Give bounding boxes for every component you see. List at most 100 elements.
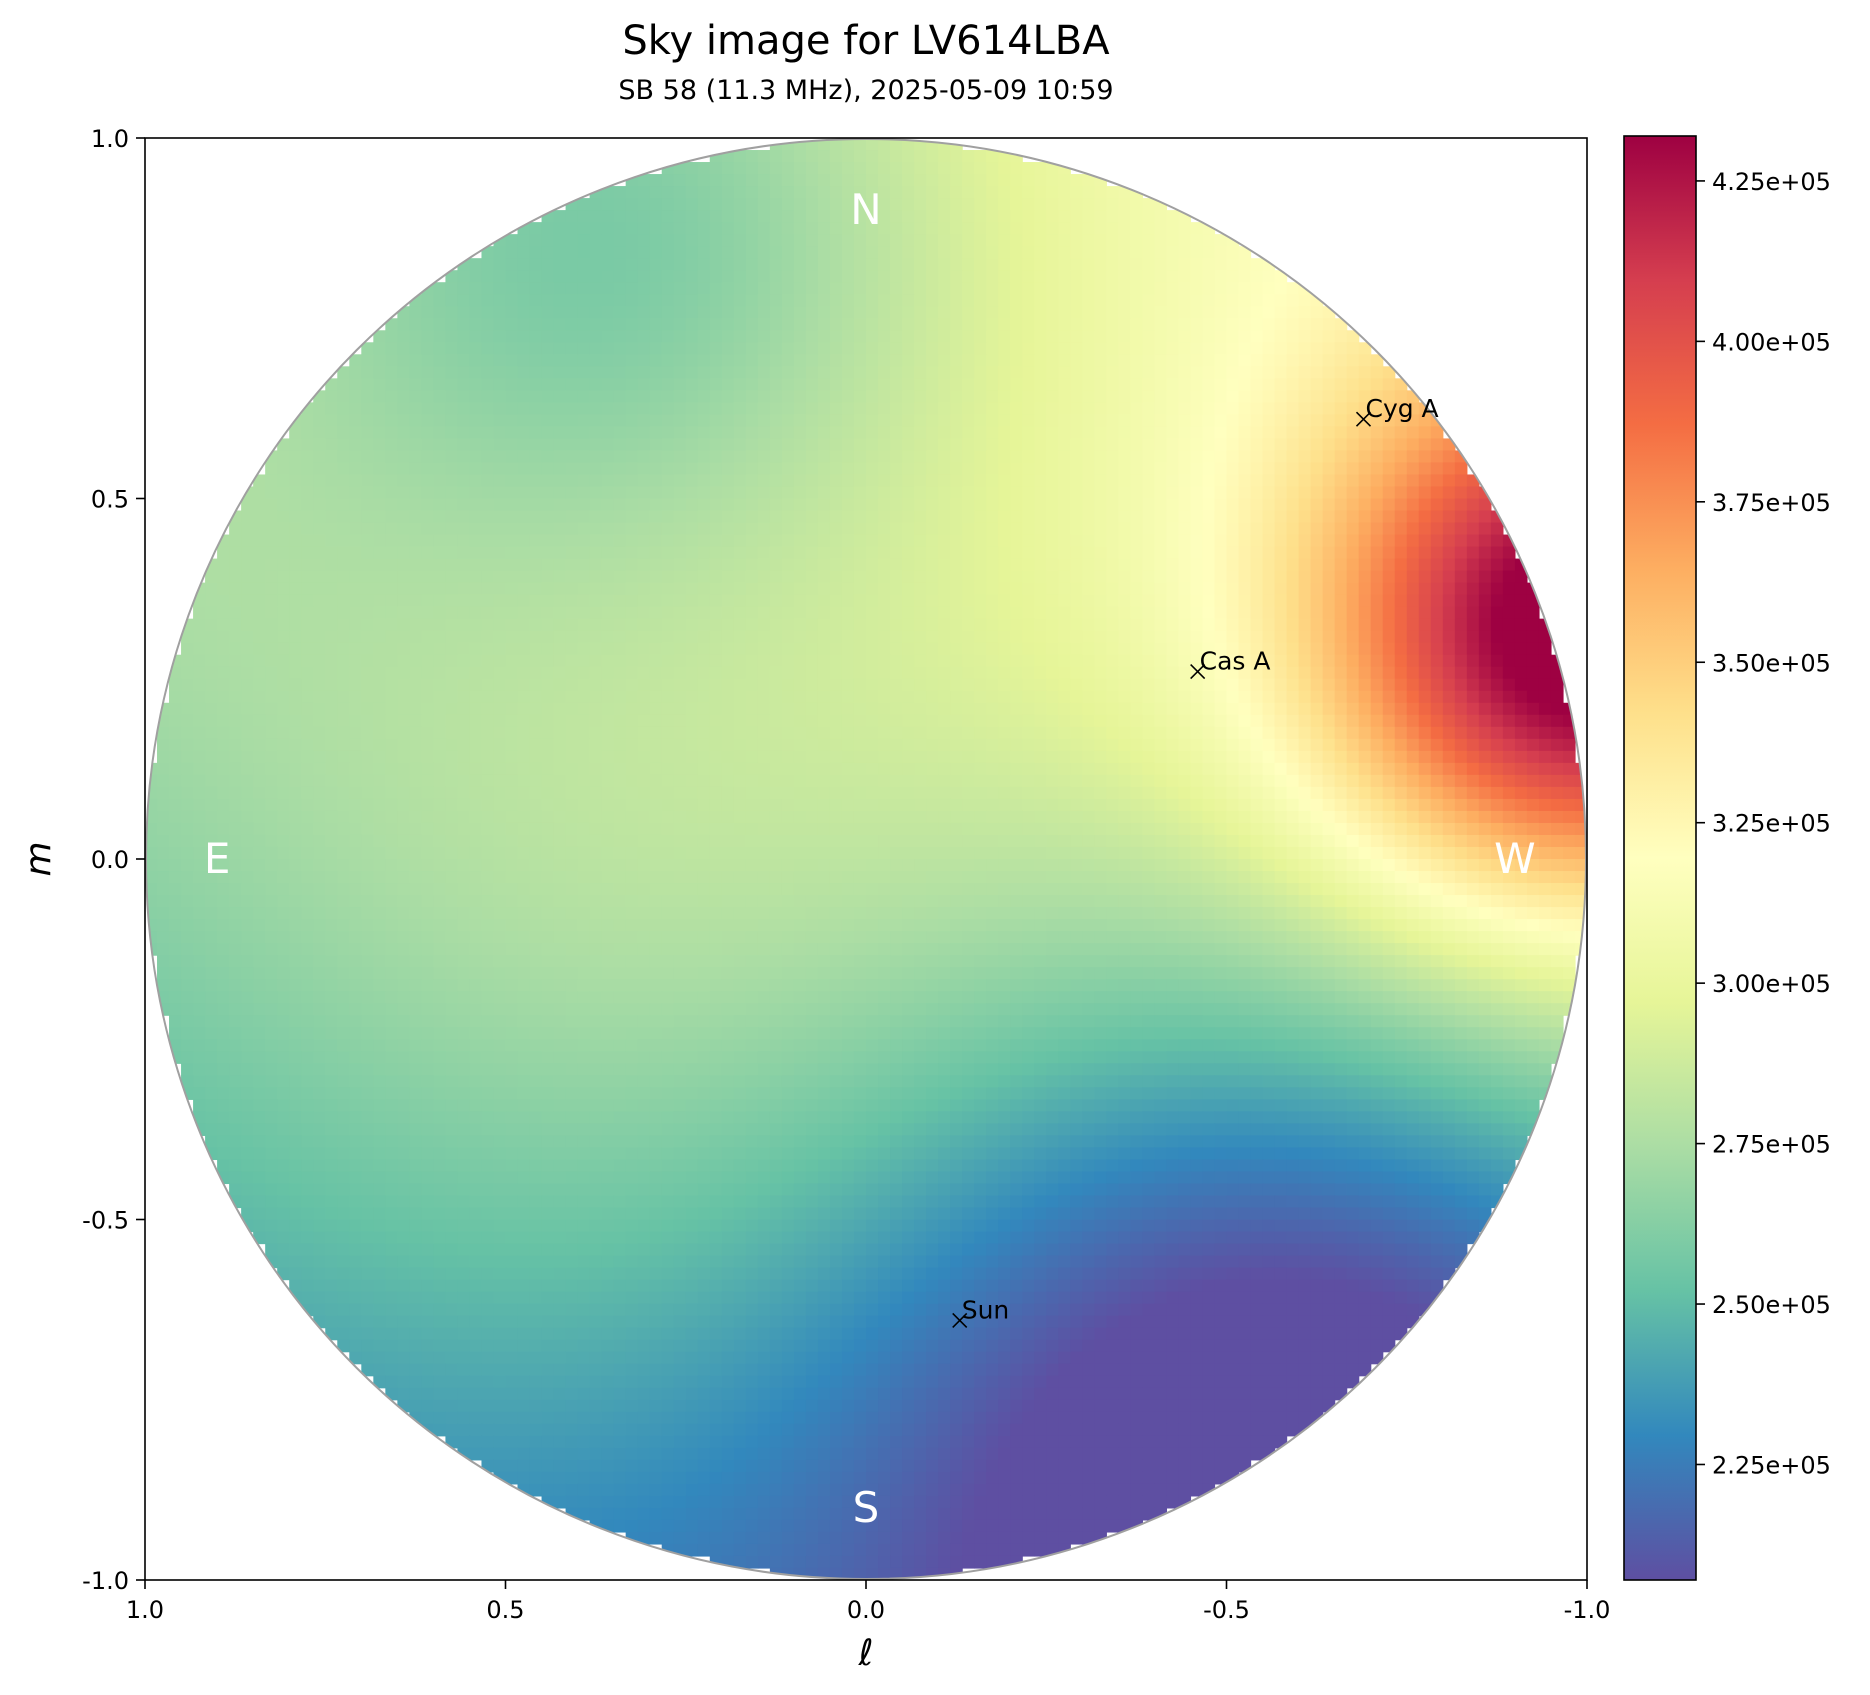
heatmap-cell bbox=[1442, 498, 1456, 512]
heatmap-cell bbox=[757, 606, 771, 620]
heatmap-cell bbox=[673, 714, 687, 728]
heatmap-cell bbox=[409, 486, 422, 500]
heatmap-cell bbox=[565, 318, 579, 331]
heatmap-cell bbox=[1178, 738, 1192, 752]
heatmap-cell bbox=[661, 522, 675, 536]
heatmap-cell bbox=[493, 246, 507, 259]
heatmap-cell bbox=[577, 606, 591, 620]
heatmap-cell bbox=[1142, 498, 1155, 512]
heatmap-cell bbox=[169, 750, 182, 764]
heatmap-cell bbox=[505, 534, 519, 548]
heatmap-cell bbox=[1130, 570, 1143, 584]
heatmap-cell bbox=[421, 498, 434, 512]
heatmap-cell bbox=[601, 786, 615, 800]
heatmap-cell bbox=[1562, 774, 1576, 788]
heatmap-cell bbox=[517, 342, 531, 355]
heatmap-cell bbox=[1190, 630, 1204, 644]
heatmap-cell bbox=[709, 570, 723, 584]
heatmap-cell bbox=[769, 726, 783, 740]
heatmap-cell bbox=[397, 378, 410, 391]
heatmap-cell bbox=[926, 198, 939, 211]
heatmap-cell bbox=[1010, 714, 1023, 728]
heatmap-cell bbox=[1346, 510, 1360, 524]
heatmap-cell bbox=[1190, 222, 1204, 235]
heatmap-cell bbox=[601, 642, 615, 656]
heatmap-cell bbox=[986, 498, 999, 512]
heatmap-cell bbox=[926, 450, 939, 464]
heatmap-cell bbox=[950, 738, 963, 752]
heatmap-cell bbox=[421, 318, 434, 331]
heatmap-cell bbox=[974, 270, 987, 283]
heatmap-cell bbox=[1214, 558, 1228, 572]
heatmap-cell bbox=[637, 390, 651, 403]
heatmap-cell bbox=[1082, 726, 1095, 740]
heatmap-cell bbox=[769, 186, 783, 199]
heatmap-cell bbox=[1454, 510, 1468, 524]
heatmap-cell bbox=[541, 438, 555, 452]
heatmap-cell bbox=[866, 174, 879, 187]
heatmap-cell bbox=[805, 234, 819, 247]
heatmap-cell bbox=[1418, 702, 1432, 716]
heatmap-cell bbox=[241, 618, 254, 632]
heatmap-cell bbox=[697, 234, 711, 247]
heatmap-cell bbox=[1094, 534, 1107, 548]
heatmap-cell bbox=[217, 606, 230, 620]
heatmap-cell bbox=[950, 402, 963, 415]
heatmap-cell bbox=[986, 750, 999, 764]
heatmap-cell bbox=[337, 366, 350, 379]
heatmap-cell bbox=[866, 786, 879, 800]
heatmap-cell bbox=[793, 258, 807, 271]
heatmap-cell bbox=[902, 246, 915, 259]
heatmap-cell bbox=[769, 558, 783, 572]
heatmap-cell bbox=[745, 282, 759, 295]
heatmap-cell bbox=[565, 714, 579, 728]
heatmap-cell bbox=[962, 546, 975, 560]
heatmap-cell bbox=[169, 702, 182, 716]
heatmap-cell bbox=[517, 234, 531, 247]
heatmap-cell bbox=[1310, 774, 1324, 788]
heatmap-cell bbox=[361, 474, 374, 488]
heatmap-cell bbox=[1070, 510, 1083, 524]
heatmap-cell bbox=[589, 366, 603, 379]
heatmap-cell bbox=[914, 222, 927, 235]
heatmap-cell bbox=[1034, 462, 1047, 476]
heatmap-cell bbox=[1418, 462, 1432, 476]
heatmap-cell bbox=[1334, 510, 1348, 524]
heatmap-cell bbox=[1118, 606, 1131, 620]
heatmap-cell bbox=[866, 306, 879, 319]
heatmap-cell bbox=[613, 582, 627, 596]
heatmap-cell bbox=[709, 282, 723, 295]
heatmap-cell bbox=[733, 666, 747, 680]
heatmap-cell bbox=[433, 306, 447, 319]
heatmap-cell bbox=[1346, 354, 1360, 367]
heatmap-cell bbox=[1154, 474, 1168, 488]
heatmap-cell bbox=[553, 654, 567, 668]
heatmap-cell bbox=[649, 546, 663, 560]
heatmap-cell bbox=[962, 306, 975, 319]
heatmap-cell bbox=[1022, 306, 1035, 319]
heatmap-cell bbox=[733, 270, 747, 283]
heatmap-cell bbox=[553, 546, 567, 560]
heatmap-cell bbox=[733, 378, 747, 391]
heatmap-cell bbox=[1070, 726, 1083, 740]
heatmap-cell bbox=[1370, 690, 1384, 704]
heatmap-cell bbox=[289, 642, 302, 656]
heatmap-cell bbox=[493, 402, 507, 415]
heatmap-cell bbox=[745, 582, 759, 596]
heatmap-cell bbox=[914, 738, 927, 752]
heatmap-cell bbox=[601, 486, 615, 500]
heatmap-cell bbox=[661, 498, 675, 512]
heatmap-cell bbox=[1022, 570, 1035, 584]
heatmap-cell bbox=[1202, 642, 1216, 656]
heatmap-cell bbox=[301, 582, 314, 596]
heatmap-cell bbox=[637, 666, 651, 680]
heatmap-cell bbox=[1358, 726, 1372, 740]
heatmap-cell bbox=[577, 462, 591, 476]
heatmap-cell bbox=[445, 486, 459, 500]
heatmap-cell bbox=[1118, 306, 1131, 319]
heatmap-cell bbox=[890, 594, 903, 608]
heatmap-cell bbox=[1154, 750, 1168, 764]
heatmap-cell bbox=[313, 570, 326, 584]
heatmap-cell bbox=[205, 606, 218, 620]
heatmap-cell bbox=[1502, 726, 1516, 740]
